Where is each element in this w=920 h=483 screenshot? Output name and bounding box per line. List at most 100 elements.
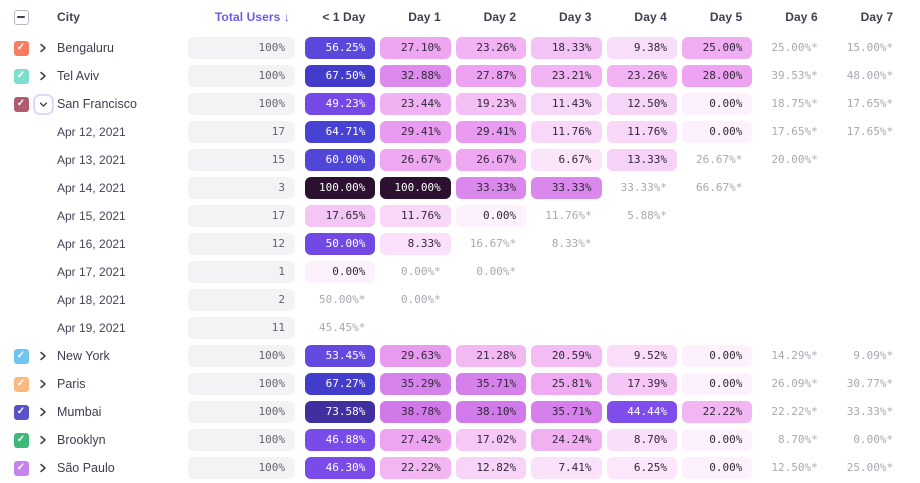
retention-cell[interactable]: 12.82% bbox=[455, 457, 527, 479]
retention-cell[interactable]: 5.88%* bbox=[627, 209, 667, 222]
retention-cell[interactable]: 8.33%* bbox=[551, 237, 592, 250]
total-users-value[interactable]: 100% bbox=[188, 37, 295, 59]
retention-cell[interactable]: 9.38% bbox=[606, 37, 677, 59]
retention-cell[interactable]: 48.00%* bbox=[846, 69, 894, 82]
total-users-value[interactable]: 100% bbox=[188, 429, 295, 451]
retention-cell[interactable]: 16.67%* bbox=[469, 237, 517, 250]
retention-cell[interactable]: 24.24% bbox=[531, 429, 602, 451]
retention-cell[interactable]: 33.33% bbox=[531, 177, 602, 199]
column-header-day[interactable]: Day 7 bbox=[860, 10, 894, 24]
retention-cell[interactable]: 22.22% bbox=[681, 401, 753, 423]
retention-cell[interactable]: 27.87% bbox=[455, 65, 527, 87]
retention-cell[interactable]: 8.70%* bbox=[777, 433, 818, 446]
row-checkbox[interactable]: ✓ bbox=[13, 432, 29, 448]
retention-cell[interactable]: 30.77%* bbox=[846, 377, 894, 390]
retention-cell[interactable]: 33.33%* bbox=[846, 405, 894, 418]
retention-cell[interactable]: 21.28% bbox=[455, 345, 527, 367]
row-checkbox[interactable]: ✓ bbox=[13, 376, 29, 392]
retention-cell[interactable]: 9.52% bbox=[606, 345, 677, 367]
retention-cell[interactable]: 73.58% bbox=[305, 401, 376, 423]
retention-cell[interactable]: 64.71% bbox=[305, 121, 376, 143]
retention-cell[interactable]: 9.09%* bbox=[853, 349, 894, 362]
column-header-day[interactable]: < 1 Day bbox=[322, 10, 366, 24]
retention-cell[interactable]: 100.00% bbox=[305, 177, 376, 199]
retention-cell[interactable]: 29.63% bbox=[380, 345, 451, 367]
retention-cell[interactable]: 17.65%* bbox=[846, 97, 894, 110]
total-users-value[interactable]: 11 bbox=[188, 317, 295, 339]
retention-cell[interactable]: 11.43% bbox=[531, 93, 602, 115]
select-all-checkbox[interactable] bbox=[13, 9, 29, 25]
retention-cell[interactable]: 46.88% bbox=[305, 429, 376, 451]
retention-cell[interactable]: 19.23% bbox=[455, 93, 527, 115]
total-users-value[interactable]: 100% bbox=[188, 457, 295, 479]
retention-cell[interactable]: 0.00%* bbox=[401, 293, 441, 306]
total-users-value[interactable]: 17 bbox=[188, 121, 295, 143]
retention-cell[interactable]: 11.76%* bbox=[545, 209, 592, 222]
total-users-value[interactable]: 100% bbox=[188, 373, 295, 395]
expand-toggle-button[interactable] bbox=[37, 70, 49, 82]
column-header-city[interactable]: City bbox=[57, 10, 81, 24]
row-checkbox[interactable]: ✓ bbox=[13, 460, 29, 476]
retention-cell[interactable]: 33.33%* bbox=[620, 181, 667, 194]
column-header-day[interactable]: Day 6 bbox=[785, 10, 818, 24]
column-header-day[interactable]: Day 3 bbox=[559, 10, 592, 24]
total-users-value[interactable]: 100% bbox=[188, 65, 295, 87]
retention-cell[interactable]: 35.71% bbox=[455, 373, 527, 395]
total-users-value[interactable]: 100% bbox=[188, 93, 295, 115]
retention-cell[interactable]: 17.65%* bbox=[846, 125, 894, 138]
retention-cell[interactable]: 26.09%* bbox=[771, 377, 818, 390]
retention-cell[interactable]: 46.30% bbox=[305, 457, 376, 479]
retention-cell[interactable]: 50.00% bbox=[305, 233, 376, 255]
retention-cell[interactable]: 0.00% bbox=[305, 261, 376, 283]
retention-cell[interactable]: 0.00%* bbox=[853, 433, 894, 446]
retention-cell[interactable]: 49.23% bbox=[305, 93, 376, 115]
retention-cell[interactable]: 39.53%* bbox=[771, 69, 818, 82]
retention-cell[interactable]: 45.45%* bbox=[319, 321, 366, 334]
expand-toggle-button[interactable] bbox=[37, 462, 49, 474]
expand-toggle-button[interactable] bbox=[37, 378, 49, 390]
retention-cell[interactable]: 13.33% bbox=[606, 149, 677, 171]
retention-cell[interactable]: 0.00% bbox=[681, 373, 753, 395]
retention-cell[interactable]: 25.00%* bbox=[771, 41, 818, 54]
expand-toggle-button[interactable] bbox=[32, 93, 54, 115]
retention-cell[interactable]: 17.65% bbox=[305, 205, 376, 227]
retention-cell[interactable]: 38.78% bbox=[380, 401, 451, 423]
retention-cell[interactable]: 23.26% bbox=[606, 65, 677, 87]
retention-cell[interactable]: 6.25% bbox=[606, 457, 677, 479]
expand-toggle-button[interactable] bbox=[37, 406, 49, 418]
expand-toggle-button[interactable] bbox=[37, 42, 49, 54]
retention-cell[interactable]: 15.00%* bbox=[846, 41, 894, 54]
retention-cell[interactable]: 60.00% bbox=[305, 149, 376, 171]
retention-cell[interactable]: 50.00%* bbox=[319, 293, 366, 306]
retention-cell[interactable]: 18.75%* bbox=[771, 97, 818, 110]
retention-cell[interactable]: 28.00% bbox=[681, 65, 753, 87]
retention-cell[interactable]: 25.00%* bbox=[846, 461, 894, 474]
retention-cell[interactable]: 0.00% bbox=[681, 457, 753, 479]
retention-cell[interactable]: 0.00%* bbox=[401, 265, 441, 278]
retention-cell[interactable]: 27.10% bbox=[380, 37, 451, 59]
retention-cell[interactable]: 67.27% bbox=[305, 373, 376, 395]
retention-cell[interactable]: 20.59% bbox=[531, 345, 602, 367]
total-users-value[interactable]: 100% bbox=[188, 401, 295, 423]
retention-cell[interactable]: 17.39% bbox=[606, 373, 677, 395]
total-users-value[interactable]: 2 bbox=[188, 289, 295, 311]
retention-cell[interactable]: 0.00%* bbox=[476, 265, 517, 278]
retention-cell[interactable]: 26.67% bbox=[380, 149, 451, 171]
retention-cell[interactable]: 23.26% bbox=[455, 37, 527, 59]
retention-cell[interactable]: 18.33% bbox=[531, 37, 602, 59]
retention-cell[interactable]: 0.00% bbox=[455, 205, 527, 227]
retention-cell[interactable]: 26.67% bbox=[455, 149, 527, 171]
retention-cell[interactable]: 8.70% bbox=[606, 429, 677, 451]
retention-cell[interactable]: 17.65%* bbox=[771, 125, 818, 138]
retention-cell[interactable]: 11.76% bbox=[606, 121, 677, 143]
total-users-value[interactable]: 3 bbox=[188, 177, 295, 199]
retention-cell[interactable]: 14.29%* bbox=[771, 349, 818, 362]
retention-cell[interactable]: 8.33% bbox=[380, 233, 451, 255]
total-users-value[interactable]: 12 bbox=[188, 233, 295, 255]
retention-cell[interactable]: 7.41% bbox=[531, 457, 602, 479]
total-users-value[interactable]: 15 bbox=[188, 149, 295, 171]
retention-cell[interactable]: 0.00% bbox=[681, 345, 753, 367]
column-header-day[interactable]: Day 5 bbox=[709, 10, 743, 24]
row-checkbox[interactable]: ✓ bbox=[13, 68, 29, 84]
retention-cell[interactable]: 23.44% bbox=[380, 93, 451, 115]
